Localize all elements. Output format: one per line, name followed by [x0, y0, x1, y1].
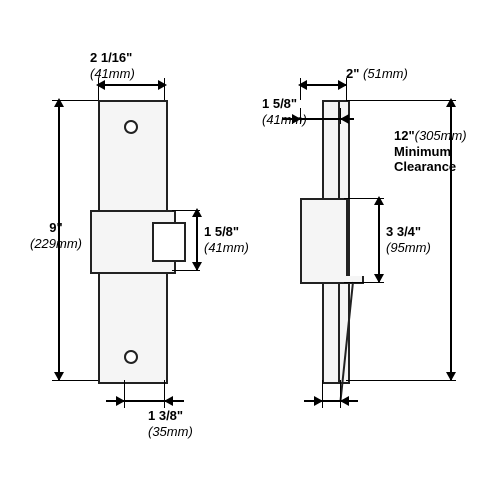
drawing-canvas: 2 1/16" (41mm) 9" (229mm) 1 5/8" (41mm) … — [0, 0, 500, 500]
dim-d1-label: 2 1/16" (41mm) — [90, 50, 135, 81]
ah — [298, 80, 307, 90]
dim-d4-label: 1 3/8" (35mm) — [148, 408, 193, 439]
dim-d8-note1: Minimum — [394, 144, 451, 159]
ah — [192, 262, 202, 271]
left-hole-bottom — [124, 350, 138, 364]
ah — [54, 98, 64, 107]
ah — [340, 114, 349, 124]
dim-d7-label: 3 3/4" (95mm) — [386, 224, 431, 255]
dim-d3-label: 1 5/8" (41mm) — [204, 224, 249, 255]
ah — [340, 396, 349, 406]
dim-d2-mm: (229mm) — [30, 236, 82, 251]
ah — [116, 396, 125, 406]
ah — [96, 80, 105, 90]
dim-d7-imp: 3 3/4" — [386, 224, 421, 239]
ext — [346, 380, 456, 381]
ext — [346, 100, 456, 101]
dim-d5-imp: 2" — [346, 66, 359, 81]
dim-d3-mm: (41mm) — [204, 240, 249, 255]
dim-rs-line — [304, 400, 358, 402]
dim-d1-mm: (41mm) — [90, 66, 135, 81]
ah — [192, 208, 202, 217]
ah — [446, 98, 456, 107]
ah — [158, 80, 167, 90]
ah — [446, 372, 456, 381]
dim-d1-imp: 2 1/16" — [90, 50, 132, 65]
right-mid-block — [300, 198, 348, 282]
dim-d6-imp: 1 5/8" — [262, 96, 297, 111]
dim-d8-mm: (305mm) — [415, 128, 467, 143]
dim-d2-imp: 9" — [49, 220, 62, 235]
dim-d1-line — [98, 84, 164, 86]
ah — [164, 396, 173, 406]
dim-d8-label: 12"(305mm) Minimum Clearance — [394, 128, 467, 175]
left-hole-top — [124, 120, 138, 134]
dim-d6-mm: (41mm) — [262, 112, 307, 127]
ah — [374, 196, 384, 205]
dim-d7-line — [378, 198, 380, 282]
ah — [314, 396, 323, 406]
dim-d4-mm: (35mm) — [148, 424, 193, 439]
dim-d7-mm: (95mm) — [386, 240, 431, 255]
dim-d3-imp: 1 5/8" — [204, 224, 239, 239]
dim-d8-imp: 12" — [394, 128, 415, 143]
dim-d5-mm: (51mm) — [363, 66, 408, 81]
dim-d3-line — [196, 210, 198, 270]
dim-d8-note2: Clearance — [394, 159, 456, 174]
ah — [54, 372, 64, 381]
dim-d4-imp: 1 3/8" — [148, 408, 183, 423]
dim-d2-label: 9" (229mm) — [30, 220, 82, 251]
dim-d5-label: 2" (51mm) — [346, 66, 408, 82]
left-inner-slot — [152, 222, 186, 262]
dim-d6-label: 1 5/8" (41mm) — [262, 96, 307, 127]
ah — [374, 274, 384, 283]
